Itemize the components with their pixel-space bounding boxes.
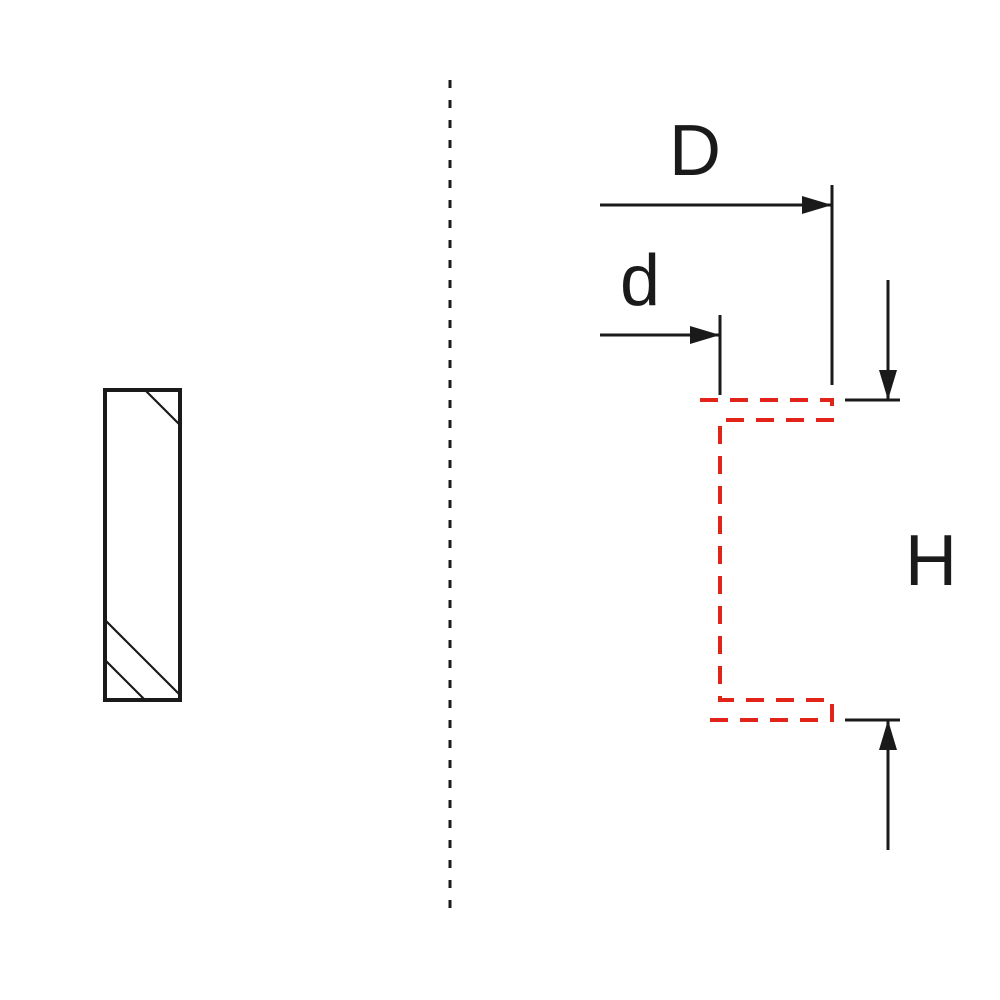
groove-profile	[700, 400, 832, 720]
dimension-label: d	[620, 241, 660, 321]
cross-section	[105, 390, 180, 700]
dimension-label: H	[905, 521, 957, 601]
technical-drawing: Dd H	[0, 0, 1000, 1000]
dimension-label: D	[669, 111, 721, 191]
